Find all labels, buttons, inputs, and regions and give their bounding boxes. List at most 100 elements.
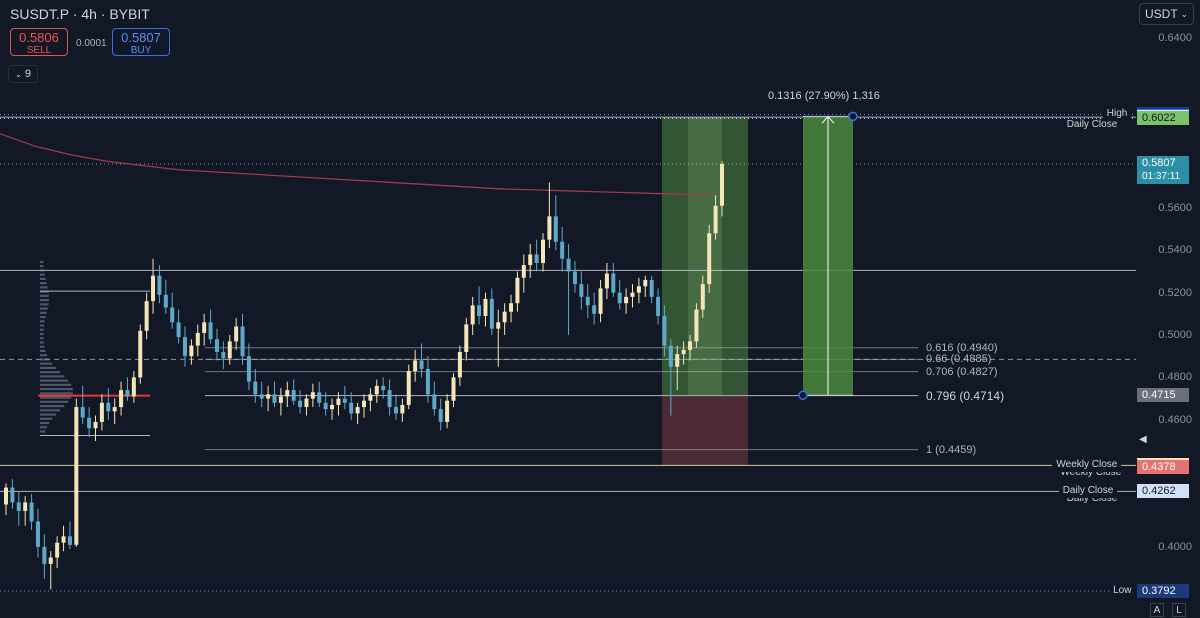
sell-button[interactable]: 0.5806 SELL xyxy=(10,28,68,56)
currency-select[interactable]: USDT ⌄ xyxy=(1139,3,1194,25)
volume-profile-bar xyxy=(40,379,69,382)
y-tick-label: 0.4600 xyxy=(1158,413,1192,426)
price-tag: 0.4378 xyxy=(1137,459,1189,474)
candle-body xyxy=(291,390,296,401)
candle-body xyxy=(317,392,322,403)
candle-body xyxy=(611,273,616,293)
candle-body xyxy=(553,216,558,242)
candle-body xyxy=(144,301,149,331)
candle-body xyxy=(496,322,501,329)
candle-body xyxy=(713,205,718,234)
candle-body xyxy=(509,303,514,312)
candle-body xyxy=(675,354,680,367)
price-tag-label: Daily Close xyxy=(1058,484,1118,499)
volume-profile-bar xyxy=(40,328,44,331)
candle-body xyxy=(387,390,392,408)
candle-body xyxy=(4,487,8,505)
candle-body xyxy=(406,371,411,405)
volume-profile-bar xyxy=(40,269,45,272)
measure-handle xyxy=(848,111,858,122)
volume-profile-bar xyxy=(40,332,44,336)
volume-profile-bar xyxy=(40,320,45,323)
scroll-right-icon[interactable]: ◀ xyxy=(1139,434,1147,445)
volume-profile-bar xyxy=(40,426,48,429)
fib-level-label: 0.706 (0.4827) xyxy=(926,365,998,378)
y-tick-label: 0.5000 xyxy=(1158,329,1192,342)
volume-profile-bar xyxy=(40,311,47,314)
candle-body xyxy=(23,502,28,511)
candle-body xyxy=(342,398,347,403)
y-tick-label: 0.5600 xyxy=(1158,201,1192,214)
candle-body xyxy=(362,400,366,408)
candle-body xyxy=(700,284,705,310)
candle-body xyxy=(381,385,386,391)
price-tag-label: High xyxy=(1102,107,1132,122)
candle-body xyxy=(93,421,98,429)
candle-body xyxy=(106,402,111,412)
candle-body xyxy=(489,298,494,329)
measure-label: 0.1316 (27.90%) 1,316 xyxy=(768,90,880,103)
candle-body xyxy=(29,502,34,522)
volume-profile-bar xyxy=(40,383,72,386)
candle-body xyxy=(16,502,21,511)
volume-profile-bar xyxy=(40,324,45,327)
candle-body xyxy=(688,341,693,350)
volume-profile-bar xyxy=(40,341,44,344)
candle-body xyxy=(720,164,724,206)
sell-label: SELL xyxy=(26,45,52,56)
volume-profile-bar xyxy=(40,307,48,310)
price-tag: 0.4262 xyxy=(1137,484,1189,499)
candle-body xyxy=(67,536,72,545)
volume-profile-bar xyxy=(40,354,48,357)
volume-profile-bar xyxy=(40,303,49,306)
candle-body xyxy=(477,305,482,316)
buy-button[interactable]: 0.5807 BUY xyxy=(112,28,170,56)
y-tick-label: 0.6400 xyxy=(1158,32,1192,45)
candle-body xyxy=(393,407,398,414)
moving-average-line xyxy=(0,133,713,196)
chevron-down-icon: ⌄ xyxy=(1180,9,1188,19)
candle-body xyxy=(330,404,335,410)
candle-body xyxy=(310,392,315,399)
candle-body xyxy=(560,241,565,259)
price-tag-label: Weekly Close xyxy=(1052,458,1122,473)
candle-body xyxy=(521,265,526,278)
price-axis[interactable]: 0.6400 0.5600 0.5400 0.5200 0.5000 0.4800 0.46… xyxy=(1136,0,1200,618)
volume-profile-bar xyxy=(40,421,50,425)
candle-body xyxy=(10,487,15,503)
candle-body xyxy=(74,407,79,545)
candle-body xyxy=(272,394,277,403)
candle-body xyxy=(221,351,226,359)
volume-profile-bar xyxy=(40,294,49,297)
currency-value: USDT xyxy=(1145,7,1178,21)
candle-body xyxy=(579,284,584,297)
candle-body xyxy=(285,390,290,397)
horizontal-line-label: Daily Close xyxy=(1066,119,1118,131)
volume-profile-bar xyxy=(40,375,65,378)
volume-profile-bar xyxy=(40,371,61,374)
indicators-toggle[interactable]: ⌄ 9 xyxy=(8,65,38,83)
volume-profile-bar xyxy=(40,315,46,319)
candle-body xyxy=(208,322,213,340)
log-scale-button[interactable]: L xyxy=(1172,603,1186,617)
candle-body xyxy=(87,417,92,429)
candle-body xyxy=(246,356,251,382)
candle-body xyxy=(202,322,207,333)
candle-body xyxy=(432,394,437,410)
horizontal-line-label: Daily Close xyxy=(1066,493,1118,505)
volume-profile-bar xyxy=(40,396,72,399)
candle-body xyxy=(374,385,379,395)
candle-body xyxy=(234,326,239,342)
auto-scale-button[interactable]: A xyxy=(1150,603,1164,617)
symbol-title[interactable]: SUSDT.P · 4h · BYBIT xyxy=(10,6,150,22)
volume-profile-bar xyxy=(40,366,56,370)
candle-body xyxy=(55,542,60,558)
candle-body xyxy=(355,407,360,414)
candle-body xyxy=(368,394,373,401)
price-chart[interactable] xyxy=(0,0,1136,618)
candle-body xyxy=(304,398,309,408)
price-tag: 0.4715 xyxy=(1137,388,1189,403)
candle-body xyxy=(470,305,475,325)
candle-body xyxy=(170,307,175,323)
long-highlight-zone xyxy=(688,117,722,396)
